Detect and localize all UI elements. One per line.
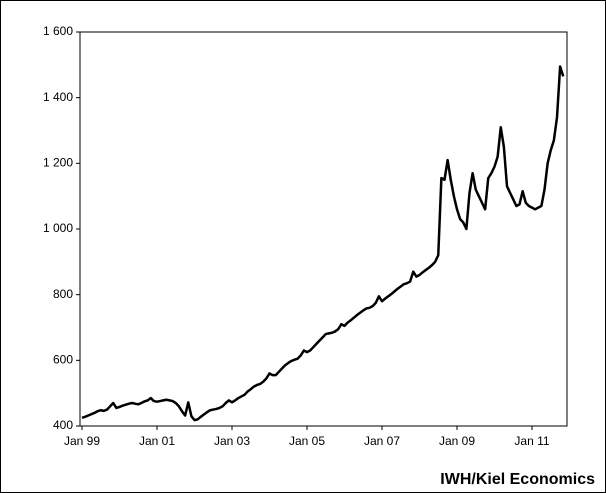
y-tick-label: 1 200 (43, 156, 73, 170)
x-tick-label: Jan 09 (439, 434, 475, 448)
x-tick-label: Jan 99 (64, 434, 100, 448)
source: IWH/Kiel Economics (440, 471, 595, 488)
y-tick-label: 400 (53, 418, 73, 432)
x-tick-label: Jan 01 (139, 434, 175, 448)
line (81, 65, 565, 422)
y-tick-label: 800 (53, 287, 73, 301)
y-tick-label: 1 000 (43, 221, 73, 235)
x-tick-label: Jan 05 (289, 434, 325, 448)
x-tick-label: Jan 11 (514, 434, 549, 448)
y-tick-label: 600 (53, 353, 73, 367)
x-tick-label: Jan 03 (214, 434, 250, 448)
x-tick-label: Jan 07 (364, 434, 400, 448)
y-tick-label: 1 600 (43, 24, 73, 38)
y-tick-label: 1 400 (43, 90, 73, 104)
